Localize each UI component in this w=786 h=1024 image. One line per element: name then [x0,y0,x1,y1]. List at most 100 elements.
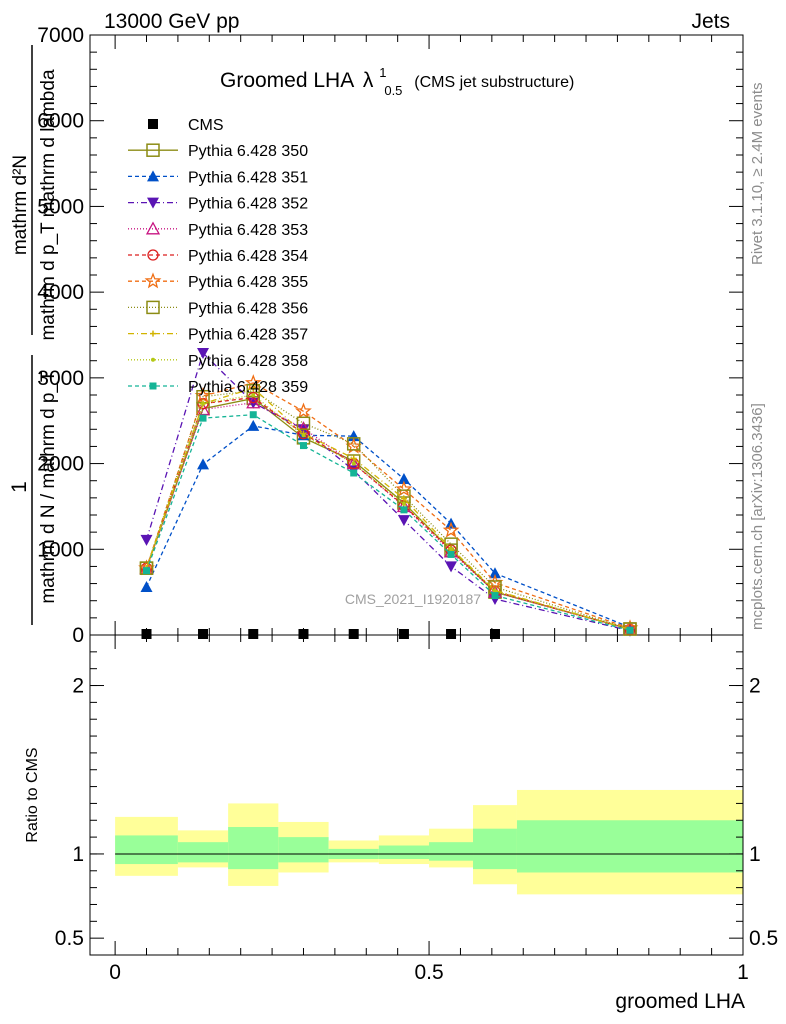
data-point-triangle-down [445,561,458,573]
legend-entry: Pythia 6.428 358 [128,353,308,370]
data-point-small-square [491,592,499,600]
plot-title-main: Groomed LHA [220,69,354,92]
plot-title-sub: 0.5 [384,83,402,98]
main-y-tick-label: 3000 [37,367,84,390]
x-tick-label: 0 [109,961,121,984]
ratio-inner-band-bin [115,835,178,865]
plot-title-suffix: (CMS jet substructure) [414,74,574,91]
data-point-open-star [194,387,212,403]
legend-entry: Pythia 6.428 354 [128,248,308,265]
ylabel-denominator-2: mathrm d p_T mathrm d lambda [38,69,59,340]
legend-label: Pythia 6.428 350 [188,143,308,160]
data-point-small-square [149,382,157,390]
data-point-dot [251,393,256,397]
x-tick-label: 0.5 [414,961,443,984]
data-point-triangle-down [140,534,153,546]
ratio-inner-band-bin [228,827,279,870]
legend-entry: Pythia 6.428 357 [128,327,308,344]
legend-label: CMS [188,117,224,134]
data-point-cross [150,330,156,337]
ratio-y-axis: 0.5 0.5 1 1 2 2 [55,651,778,950]
plot-title: Groomed LHA λ 1 0.5 (CMS jet substructur… [220,59,574,100]
data-point-small-square [626,626,634,634]
ratio-inner-band-bin [516,820,743,873]
data-point-square [298,629,309,639]
series-line [145,382,631,629]
data-point-dot [351,461,356,466]
ratio-y-tick-label-right: 1 [749,843,761,866]
legend-entry: Pythia 6.428 352 [128,196,308,213]
mcplots-label: mcplots.cern.ch [arXiv:1306.3436] [749,403,766,630]
data-point-small-square [350,469,358,477]
data-point-cross [250,385,257,392]
series-line [145,390,631,630]
data-point-small-square [400,506,408,514]
ratio-inner-band-bin [378,845,430,859]
series-pythia-6-428-359 [143,411,634,634]
legend-entry: Pythia 6.428 355 [128,272,308,291]
ratio-inner-band-bin [177,842,229,863]
data-point-square [348,629,359,639]
rivet-version-label: Rivet 3.1.10, ≥ 2.4M events [749,83,766,266]
legend-label: Pythia 6.428 358 [188,353,308,370]
data-point-open-triangle [145,221,161,235]
ylabel-denominator: mathrm d N / mathrm d p_T [38,370,59,604]
data-point-square [398,629,409,639]
main-y-tick-label: 7000 [37,24,84,47]
data-point-triangle-down [147,197,159,209]
ratio-y-tick-label-right: 2 [749,675,761,698]
main-y-tick-label: 2000 [37,453,84,476]
main-y-tick-label: 1000 [37,538,84,561]
data-point-open-square [296,416,311,431]
legend-label: Pythia 6.428 357 [188,327,308,344]
data-point-open-star [395,480,413,497]
header-energy-label: 13000 GeV pp [104,10,239,33]
legend-entry: Pythia 6.428 351 [128,169,308,186]
data-point-dot [449,547,454,552]
data-point-cross [400,495,407,502]
legend-entry: Pythia 6.428 353 [128,221,308,239]
legend-entry: Pythia 6.428 356 [128,300,308,317]
data-point-triangle-up [247,419,260,431]
data-point-open-circle [147,249,159,261]
data-point-square [148,119,158,129]
data-point-cross [350,455,357,462]
main-y-tick-label: 0 [72,624,84,647]
data-point-open-square [623,622,637,636]
data-point-open-square [346,437,361,451]
data-point-triangle-down [197,348,210,359]
x-axis-label: groomed LHA [615,990,745,1013]
data-point-triangle-up [397,473,410,484]
series-line [145,351,631,632]
data-point-small-square [249,411,257,419]
ratio-plot-frame [89,634,744,956]
data-point-open-circle [247,391,259,404]
ratio-y-tick-label: 2 [72,675,84,698]
ratio-inner-band-bin [429,842,474,861]
ratio-y-tick-label-right: 0.5 [749,927,778,950]
plot-title-sup: 1 [379,65,386,80]
ratio-inner-band-bin [473,828,517,870]
data-point-triangle-down [397,515,410,527]
data-point-open-star [442,521,460,538]
series-cms [141,629,500,639]
legend-label: Pythia 6.428 353 [188,222,308,239]
legend-entry: CMS [148,117,224,134]
data-point-dot [401,501,406,506]
data-point-dot [301,433,306,438]
ylabel-numerator: 1 [8,481,31,493]
data-point-open-star [295,402,312,419]
x-axis: 0 0.5 1 [109,35,749,984]
x-tick-label: 1 [737,961,749,984]
ratio-y-tick-label: 0.5 [55,927,84,950]
data-point-open-square [146,143,160,157]
data-point-small-square [447,550,455,558]
data-point-triangle-up [147,170,159,182]
legend: CMS Pythia 6.428 350 Pythia 6.428 351 Pythi… [128,117,308,396]
ratio-uncertainty-bands [115,789,743,895]
main-y-tick-label: 4000 [37,281,84,304]
data-point-small-square [143,567,151,575]
legend-entry: Pythia 6.428 359 [128,379,308,396]
series-line [145,425,631,628]
legend-label: Pythia 6.428 356 [188,300,308,317]
